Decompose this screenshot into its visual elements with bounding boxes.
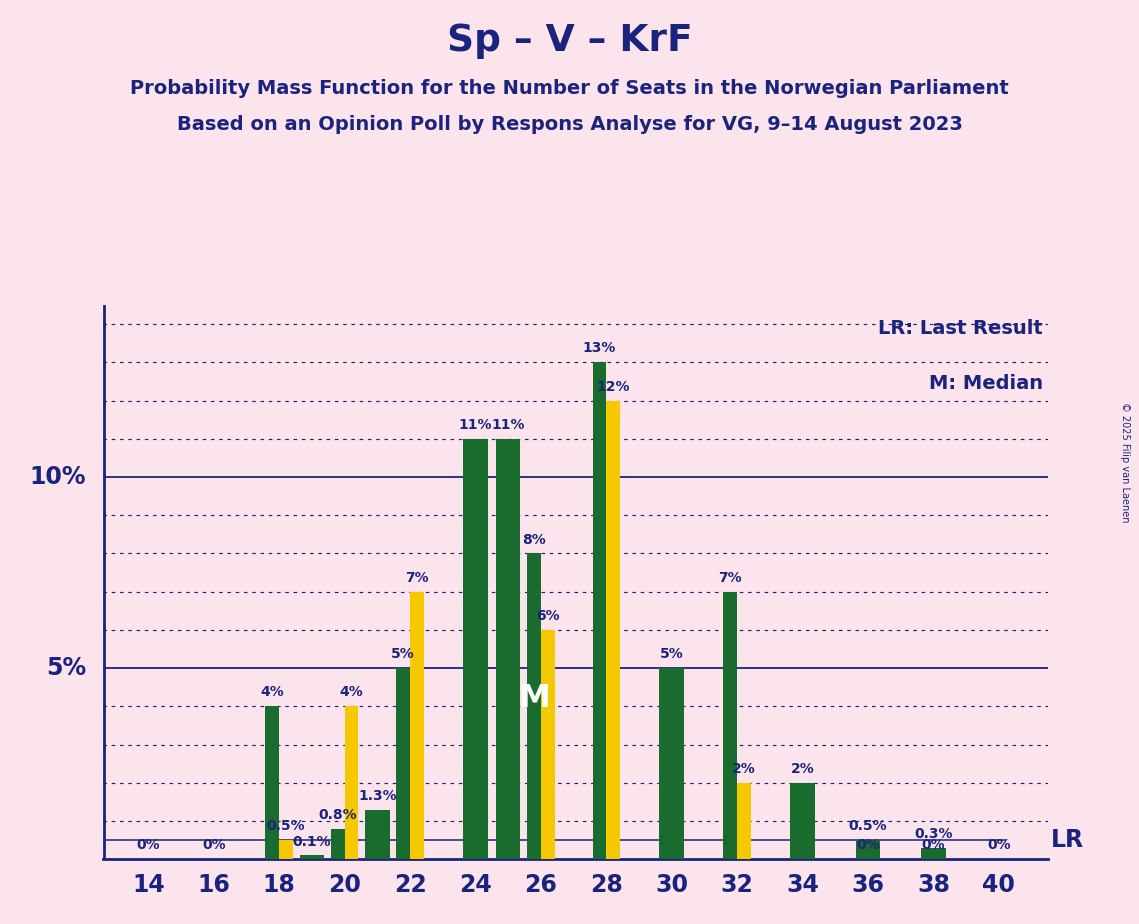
Bar [855,840,880,859]
Text: LR: LR [1051,828,1084,852]
Text: 5%: 5% [659,648,683,662]
Text: 0%: 0% [137,838,161,853]
Bar [410,591,424,859]
Bar [265,706,279,859]
Bar [606,400,620,859]
Bar [790,783,814,859]
Bar [396,668,410,859]
Text: 7%: 7% [719,571,743,585]
Text: 2%: 2% [790,762,814,776]
Text: 4%: 4% [261,686,284,699]
Bar [527,553,541,859]
Text: 0.3%: 0.3% [915,827,952,841]
Bar [364,809,390,859]
Bar [464,439,487,859]
Bar [921,848,945,859]
Bar [723,591,737,859]
Text: 5%: 5% [46,656,87,680]
Text: Probability Mass Function for the Number of Seats in the Norwegian Parliament: Probability Mass Function for the Number… [130,79,1009,98]
Text: 0.8%: 0.8% [319,808,357,821]
Text: 13%: 13% [583,341,616,356]
Text: 10%: 10% [30,465,87,489]
Text: 0.5%: 0.5% [849,820,887,833]
Bar [495,439,521,859]
Text: 0%: 0% [857,838,879,853]
Text: 2%: 2% [732,762,756,776]
Text: 4%: 4% [339,686,363,699]
Text: 1.3%: 1.3% [358,789,396,803]
Bar [592,362,606,859]
Bar [659,668,683,859]
Text: M: M [518,683,550,714]
Text: Sp – V – KrF: Sp – V – KrF [446,23,693,59]
Bar [279,840,293,859]
Bar [737,783,751,859]
Text: 7%: 7% [405,571,428,585]
Text: 8%: 8% [522,532,546,547]
Text: 0%: 0% [988,838,1010,853]
Text: Based on an Opinion Poll by Respons Analyse for VG, 9–14 August 2023: Based on an Opinion Poll by Respons Anal… [177,116,962,135]
Text: 11%: 11% [491,418,525,432]
Text: 0.1%: 0.1% [293,834,331,848]
Text: 12%: 12% [597,380,630,394]
Text: 0%: 0% [921,838,945,853]
Text: 11%: 11% [459,418,492,432]
Text: 6%: 6% [536,609,559,623]
Bar [345,706,359,859]
Text: 0.5%: 0.5% [267,820,305,833]
Text: © 2025 Filip van Laenen: © 2025 Filip van Laenen [1121,402,1130,522]
Text: M: Median: M: Median [929,374,1043,394]
Text: 0%: 0% [202,838,226,853]
Bar [300,856,325,859]
Text: LR: Last Result: LR: Last Result [878,319,1043,338]
Text: 5%: 5% [392,648,415,662]
Bar [330,829,345,859]
Bar [541,630,555,859]
